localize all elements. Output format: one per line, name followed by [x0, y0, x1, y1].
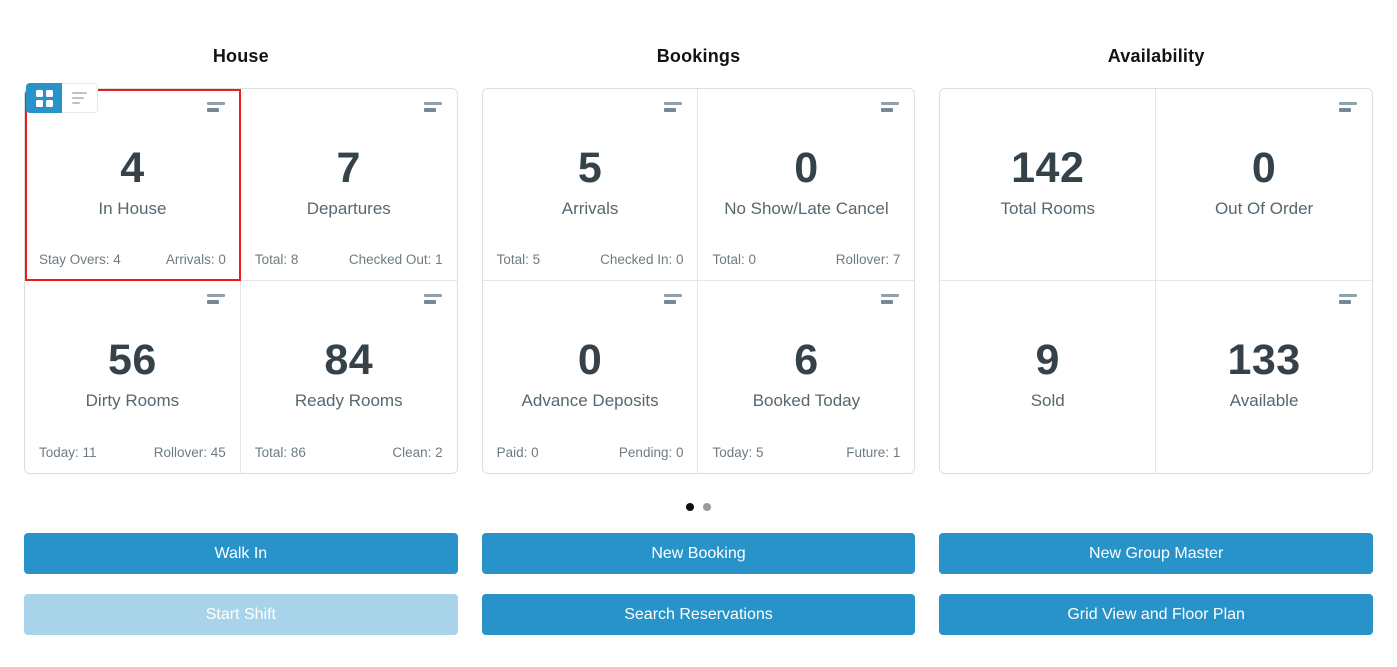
card-footer: Total: 5 Checked In: 0	[497, 252, 684, 267]
carousel-dot-2[interactable]	[703, 503, 711, 511]
card-label: Arrivals	[561, 199, 619, 219]
new-booking-button[interactable]: New Booking	[481, 533, 916, 574]
foot-left: Total: 8	[254, 252, 299, 267]
availability-panel: 142 Total Rooms 0 Out Of Order 9 Sold 13…	[939, 88, 1373, 474]
card-menu-icon[interactable]	[206, 294, 225, 304]
foot-left: Stay Overs: 4	[39, 252, 121, 267]
foot-right: Pending: 0	[618, 445, 684, 460]
dashboard: House Bookings Availability 4 In House S…	[0, 42, 1397, 667]
card-label: No Show/Late Cancel	[724, 199, 889, 219]
card-value: 5	[577, 144, 603, 192]
card-menu-icon[interactable]	[664, 102, 683, 112]
view-toggle	[26, 83, 98, 113]
card-label: Total Rooms	[1000, 199, 1095, 219]
foot-right: Rollover: 7	[835, 252, 901, 267]
foot-left: Total: 5	[496, 252, 541, 267]
card-no-show-late-cancel[interactable]: 0 No Show/Late Cancel Total: 0 Rollover:…	[698, 89, 915, 281]
card-in-house[interactable]: 4 In House Stay Overs: 4 Arrivals: 0	[25, 89, 241, 281]
card-value: 142	[1011, 144, 1085, 192]
card-available[interactable]: 133 Available	[1156, 281, 1372, 473]
card-sold[interactable]: 9 Sold	[940, 281, 1157, 473]
card-value: 7	[336, 144, 361, 192]
card-label: Available	[1229, 391, 1299, 411]
house-title: House	[212, 45, 269, 66]
card-footer: Today: 11 Rollover: 45	[39, 445, 226, 460]
foot-right: Clean: 2	[392, 445, 443, 460]
bookings-panel: 5 Arrivals Total: 5 Checked In: 0 0 No S…	[481, 88, 916, 474]
card-value: 0	[577, 336, 603, 384]
grid-view-floor-plan-button[interactable]: Grid View and Floor Plan	[939, 594, 1373, 635]
card-out-of-order[interactable]: 0 Out Of Order	[1156, 89, 1372, 281]
new-group-master-button[interactable]: New Group Master	[939, 533, 1373, 574]
card-total-rooms[interactable]: 142 Total Rooms	[940, 89, 1157, 281]
list-view-button[interactable]	[62, 83, 98, 113]
card-footer: Total: 86 Clean: 2	[255, 445, 443, 460]
card-value: 0	[794, 144, 819, 192]
grid-icon	[35, 89, 53, 107]
start-shift-button[interactable]: Start Shift	[24, 594, 458, 635]
foot-left: Total: 86	[254, 445, 306, 460]
foot-right: Arrivals: 0	[165, 252, 226, 267]
card-menu-icon[interactable]	[1338, 102, 1357, 112]
card-booked-today[interactable]: 6 Booked Today Today: 5 Future: 1	[698, 281, 915, 473]
foot-right: Rollover: 45	[153, 445, 226, 460]
card-menu-icon[interactable]	[881, 294, 900, 304]
foot-right: Checked Out: 1	[348, 252, 443, 267]
grid-view-button[interactable]	[26, 83, 62, 113]
foot-right: Checked In: 0	[600, 252, 684, 267]
card-ready-rooms[interactable]: 84 Ready Rooms Total: 86 Clean: 2	[240, 281, 457, 473]
availability-title: Availability	[1107, 45, 1205, 66]
card-label: Booked Today	[752, 391, 861, 411]
card-value: 4	[120, 144, 145, 192]
carousel-dot-1[interactable]	[686, 503, 694, 511]
card-footer: Paid: 0 Pending: 0	[497, 445, 684, 460]
stat-panels: 4 In House Stay Overs: 4 Arrivals: 0 7 D…	[24, 88, 1373, 474]
foot-left: Today: 11	[39, 445, 97, 460]
card-footer: Today: 5 Future: 1	[712, 445, 900, 460]
card-label: Dirty Rooms	[85, 391, 180, 411]
card-label: Sold	[1030, 391, 1065, 411]
card-value: 9	[1035, 336, 1060, 384]
card-footer: Stay Overs: 4 Arrivals: 0	[39, 252, 226, 267]
foot-right: Future: 1	[846, 445, 901, 460]
card-dirty-rooms[interactable]: 56 Dirty Rooms Today: 11 Rollover: 45	[25, 281, 241, 473]
card-value: 133	[1227, 336, 1301, 384]
action-buttons-row-1: Walk In New Booking New Group Master	[24, 533, 1373, 574]
card-menu-icon[interactable]	[206, 102, 225, 112]
section-titles: House Bookings Availability	[24, 42, 1373, 70]
card-label: In House	[98, 199, 167, 219]
card-arrivals[interactable]: 5 Arrivals Total: 5 Checked In: 0	[482, 89, 699, 281]
foot-left: Today: 5	[712, 445, 764, 460]
card-menu-icon[interactable]	[664, 294, 683, 304]
bookings-title: Bookings	[656, 45, 741, 66]
card-footer: Total: 8 Checked Out: 1	[255, 252, 443, 267]
card-advance-deposits[interactable]: 0 Advance Deposits Paid: 0 Pending: 0	[482, 281, 699, 473]
card-label: Ready Rooms	[294, 391, 403, 411]
house-panel: 4 In House Stay Overs: 4 Arrivals: 0 7 D…	[24, 88, 458, 474]
card-label: Out Of Order	[1214, 199, 1314, 219]
foot-left: Paid: 0	[496, 445, 539, 460]
list-icon	[72, 92, 87, 104]
card-label: Departures	[306, 199, 391, 219]
card-menu-icon[interactable]	[881, 102, 900, 112]
card-menu-icon[interactable]	[423, 294, 442, 304]
card-value: 84	[324, 336, 374, 384]
card-value: 56	[107, 336, 157, 384]
search-reservations-button[interactable]: Search Reservations	[481, 594, 916, 635]
card-footer: Total: 0 Rollover: 7	[712, 252, 900, 267]
carousel-dots	[24, 503, 1373, 511]
card-menu-icon[interactable]	[1338, 294, 1357, 304]
card-menu-icon[interactable]	[423, 102, 442, 112]
walk-in-button[interactable]: Walk In	[24, 533, 458, 574]
foot-left: Total: 0	[712, 252, 757, 267]
card-value: 0	[1251, 144, 1277, 192]
card-label: Advance Deposits	[521, 391, 659, 411]
card-departures[interactable]: 7 Departures Total: 8 Checked Out: 1	[240, 89, 457, 281]
action-buttons-row-2: Start Shift Search Reservations Grid Vie…	[24, 594, 1373, 635]
card-value: 6	[794, 336, 819, 384]
